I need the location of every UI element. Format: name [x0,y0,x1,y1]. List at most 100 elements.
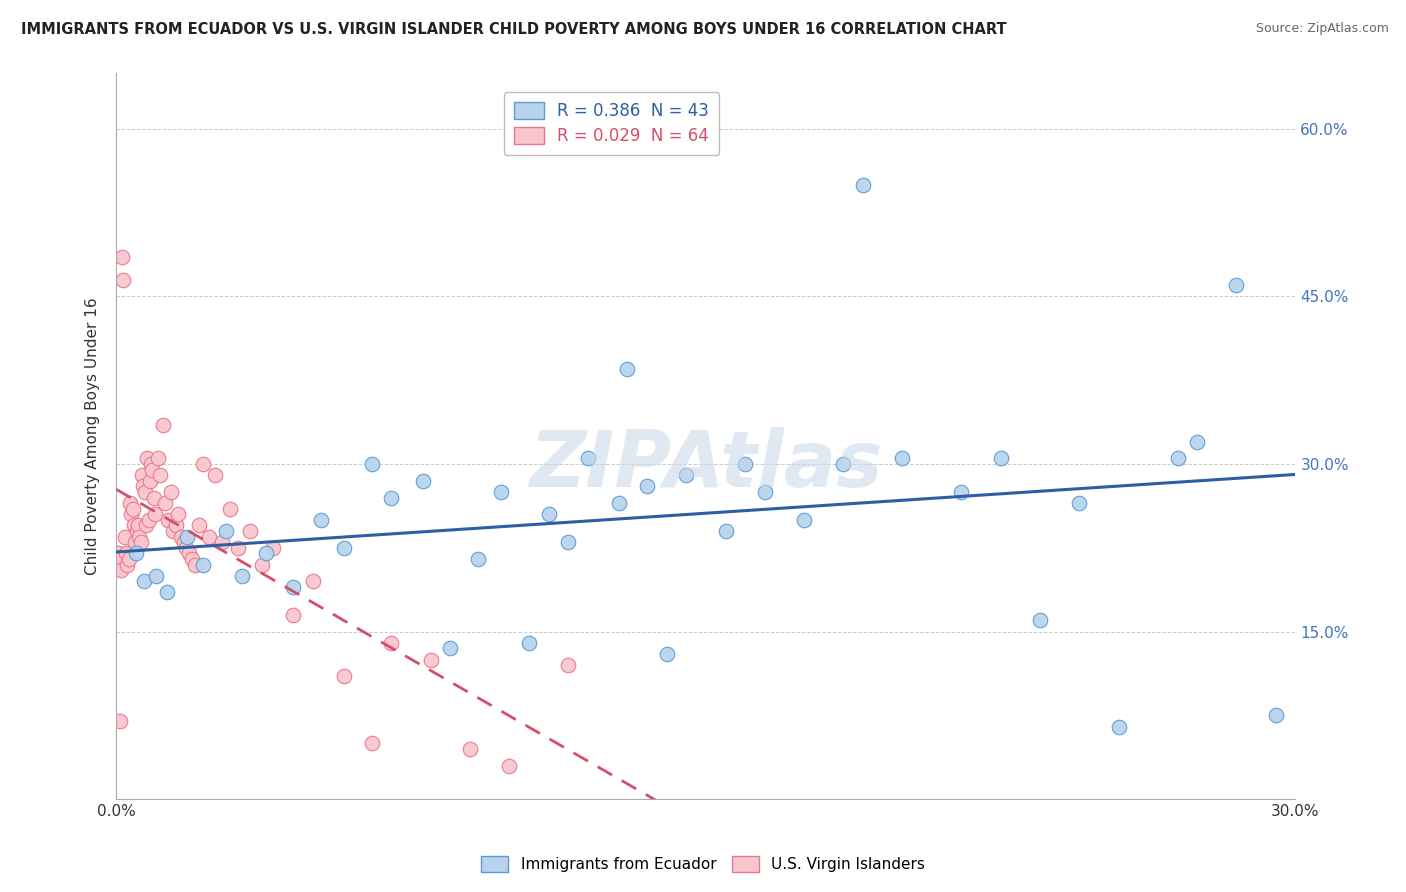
Point [211,535,233,549]
Y-axis label: Child Poverty Among Boys Under 16: Child Poverty Among Boys Under 16 [86,297,100,574]
Point [281,580,304,594]
Point [191,457,214,471]
Point [636,479,658,493]
Point [167,508,190,522]
Point [557,535,579,549]
Point [135,518,157,533]
Point [609,496,631,510]
Point [360,457,382,471]
Point [950,484,973,499]
Point [197,530,219,544]
Point [793,513,815,527]
Point [990,451,1012,466]
Point [491,484,513,499]
Point [108,552,131,566]
Point [165,518,187,533]
Point [120,508,142,522]
Point [714,524,737,538]
Point [1225,278,1247,293]
Point [333,669,356,683]
Point [149,468,172,483]
Point [141,462,163,476]
Point [616,362,638,376]
Point [121,501,143,516]
Text: Source: ZipAtlas.com: Source: ZipAtlas.com [1256,22,1389,36]
Point [124,535,146,549]
Point [134,484,156,499]
Point [125,524,148,538]
Point [139,457,162,471]
Point [309,513,332,527]
Point [1264,708,1286,723]
Point [118,496,141,510]
Point [156,585,179,599]
Point [675,468,697,483]
Point [132,574,155,589]
Point [132,479,155,493]
Point [159,484,181,499]
Point [187,518,209,533]
Point [1108,720,1130,734]
Point [129,535,152,549]
Point [122,518,145,533]
Point [115,546,138,560]
Point [458,742,481,756]
Point [112,273,135,287]
Point [173,535,195,549]
Point [226,541,249,555]
Point [177,546,200,560]
Point [231,568,253,582]
Point [157,513,180,527]
Point [114,530,136,544]
Point [219,501,242,516]
Point [125,546,148,560]
Point [254,546,277,560]
Point [263,541,285,555]
Point [1069,496,1091,510]
Point [108,714,131,728]
Point [852,178,875,192]
Point [734,457,756,471]
Point [576,451,599,466]
Point [1029,614,1052,628]
Point [419,652,441,666]
Point [301,574,323,589]
Point [170,530,193,544]
Point [380,491,402,505]
Point [128,530,150,544]
Point [117,558,139,572]
Point [467,552,489,566]
Point [118,552,141,566]
Text: ZIPAtlas: ZIPAtlas [529,427,883,503]
Point [281,607,304,622]
Point [204,468,226,483]
Point [380,636,402,650]
Point [127,518,149,533]
Point [1167,451,1189,466]
Point [138,513,160,527]
Point [111,250,134,264]
Legend: Immigrants from Ecuador, U.S. Virgin Islanders: Immigrants from Ecuador, U.S. Virgin Isl… [474,848,932,880]
Point [143,508,166,522]
Point [107,546,129,560]
Point [215,524,238,538]
Point [517,636,540,650]
Point [250,558,273,572]
Point [557,658,579,673]
Point [138,474,160,488]
Point [155,496,177,510]
Point [439,641,461,656]
Point [191,558,214,572]
Point [832,457,855,471]
Point [146,451,169,466]
Point [176,530,198,544]
Point [498,758,520,772]
Point [239,524,262,538]
Point [333,541,356,555]
Point [360,736,382,750]
Point [145,568,167,582]
Point [180,552,202,566]
Point [537,508,560,522]
Point [655,647,678,661]
Point [162,524,184,538]
